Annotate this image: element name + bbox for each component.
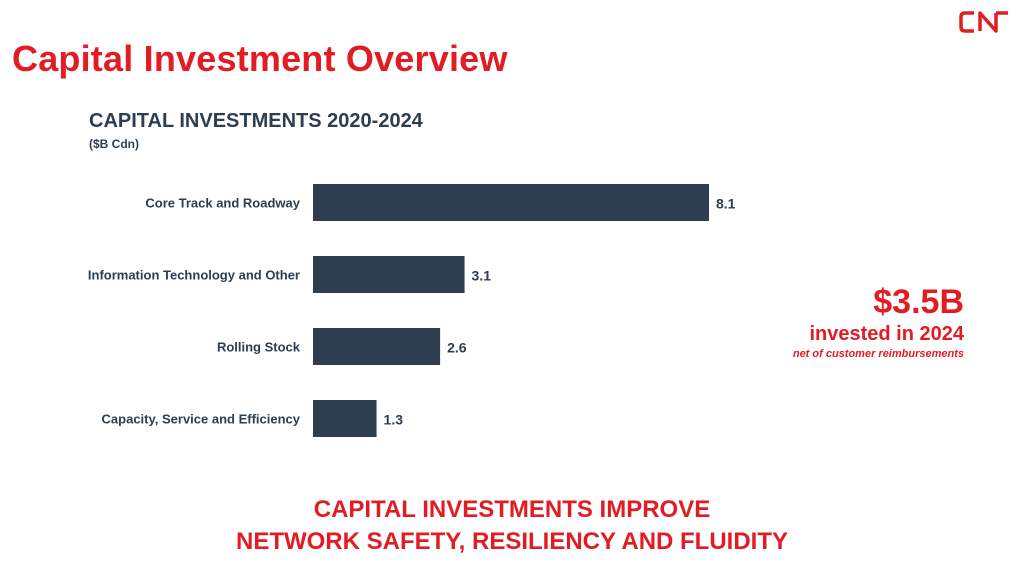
footer-message: CAPITAL INVESTMENTS IMPROVE NETWORK SAFE… — [0, 494, 1024, 558]
category-label-2: Rolling Stock — [217, 340, 301, 355]
bar-1 — [313, 256, 465, 293]
value-label-1: 3.1 — [472, 268, 492, 284]
category-label-0: Core Track and Roadway — [145, 196, 300, 211]
callout-text: invested in 2024 — [809, 323, 964, 345]
cn-logo — [959, 11, 1008, 33]
callout-note: net of customer reimbursements — [792, 348, 964, 360]
bar-3 — [313, 400, 377, 437]
bar-2 — [313, 328, 441, 365]
investment-callout: $3.5B invested in 2024 net of customer r… — [793, 282, 964, 362]
category-label-1: Information Technology and Other — [88, 268, 300, 283]
chart-subtitle: ($B Cdn) — [89, 137, 139, 151]
page-title: Capital Investment Overview — [12, 38, 508, 79]
footer-line-1: CAPITAL INVESTMENTS IMPROVE — [313, 496, 711, 523]
bar-chart: Core Track and Roadway 8.1 Information Tec… — [88, 184, 736, 437]
chart-title: CAPITAL INVESTMENTS 2020-2024 — [89, 110, 423, 132]
value-label-2: 2.6 — [447, 340, 467, 356]
bar-0 — [313, 184, 709, 221]
value-label-0: 8.1 — [716, 196, 736, 212]
value-label-3: 1.3 — [384, 412, 404, 428]
callout-amount: $3.5B — [873, 283, 964, 321]
footer-line-2: NETWORK SAFETY, RESILIENCY AND FLUIDITY — [235, 528, 789, 555]
category-label-3: Capacity, Service and Efficiency — [102, 412, 301, 427]
